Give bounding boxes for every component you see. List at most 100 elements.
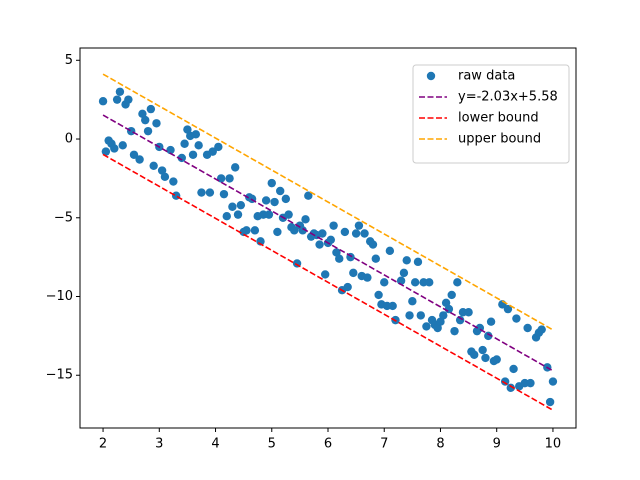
point: [315, 240, 324, 249]
point: [115, 87, 125, 96]
point: [548, 377, 558, 386]
point: [385, 246, 395, 256]
point: [298, 226, 307, 235]
point: [225, 174, 234, 183]
point: [236, 200, 246, 210]
point: [205, 188, 215, 197]
point: [219, 189, 229, 199]
point: [138, 109, 147, 119]
legend-label: raw data: [458, 69, 515, 84]
point: [349, 268, 358, 278]
x-tick-label: 2: [99, 437, 107, 452]
point: [360, 229, 369, 238]
point: [301, 215, 310, 224]
point: [374, 290, 383, 300]
point: [284, 210, 293, 219]
point: [380, 278, 389, 287]
point: [481, 353, 490, 363]
point: [340, 227, 350, 237]
line: [102, 153, 554, 411]
point: [402, 256, 411, 265]
y-tick-label: −10: [46, 289, 73, 304]
point: [425, 278, 434, 287]
point: [332, 248, 341, 257]
point: [399, 268, 409, 278]
point: [455, 315, 465, 325]
axes-frame: [79, 47, 577, 429]
point: [124, 95, 133, 104]
point: [433, 323, 442, 333]
point: [450, 326, 459, 336]
point: [368, 240, 378, 249]
point: [290, 226, 299, 235]
point: [126, 126, 136, 136]
point: [188, 150, 198, 159]
point: [169, 177, 178, 186]
point: [146, 104, 156, 114]
point: [214, 142, 223, 152]
y-tick-label: 5: [65, 53, 73, 68]
point: [318, 229, 327, 238]
point: [492, 355, 501, 364]
point: [478, 345, 487, 355]
point: [180, 139, 189, 148]
point: [545, 397, 555, 407]
point: [261, 196, 271, 205]
point: [149, 161, 158, 170]
x-tick-label: 5: [268, 437, 276, 452]
point: [250, 226, 260, 235]
point: [273, 227, 282, 237]
point: [177, 153, 186, 163]
point: [413, 257, 423, 267]
point: [371, 254, 381, 263]
point: [526, 378, 535, 388]
point: [363, 273, 372, 282]
point: [506, 383, 515, 393]
point: [447, 290, 456, 300]
point: [470, 350, 479, 359]
point: [410, 278, 420, 287]
line: [102, 114, 554, 372]
point: [484, 331, 493, 341]
x-tick-label: 8: [436, 437, 444, 452]
point: [270, 197, 279, 207]
point: [143, 126, 153, 136]
y-tick-label: −5: [54, 210, 73, 225]
point: [416, 311, 425, 320]
legend-label: lower bound: [458, 111, 539, 126]
point: [233, 210, 243, 219]
point: [166, 145, 175, 155]
point: [118, 141, 127, 150]
point: [351, 229, 361, 238]
point: [436, 317, 445, 326]
point: [388, 301, 397, 311]
x-tick-label: 4: [211, 437, 219, 452]
point: [135, 155, 144, 164]
point: [509, 364, 518, 374]
point: [228, 202, 237, 211]
point: [110, 144, 119, 153]
point: [183, 125, 192, 134]
point: [486, 317, 496, 326]
point: [267, 178, 276, 188]
point: [191, 130, 201, 139]
point: [275, 186, 285, 196]
point: [408, 297, 417, 306]
point: [231, 163, 240, 172]
point: [160, 172, 170, 182]
point: [141, 115, 150, 125]
point: [326, 235, 336, 245]
point: [129, 150, 139, 159]
point: [343, 282, 352, 292]
point: [453, 278, 462, 287]
point: [329, 221, 338, 230]
point: [354, 221, 364, 230]
point: [304, 191, 313, 200]
x-tick-label: 9: [493, 437, 501, 452]
point: [242, 226, 251, 235]
x-tick-label: 10: [545, 437, 562, 452]
x-tick-label: 3: [155, 437, 163, 452]
point: [335, 254, 344, 263]
legend-box: [412, 64, 570, 164]
point: [422, 322, 431, 331]
